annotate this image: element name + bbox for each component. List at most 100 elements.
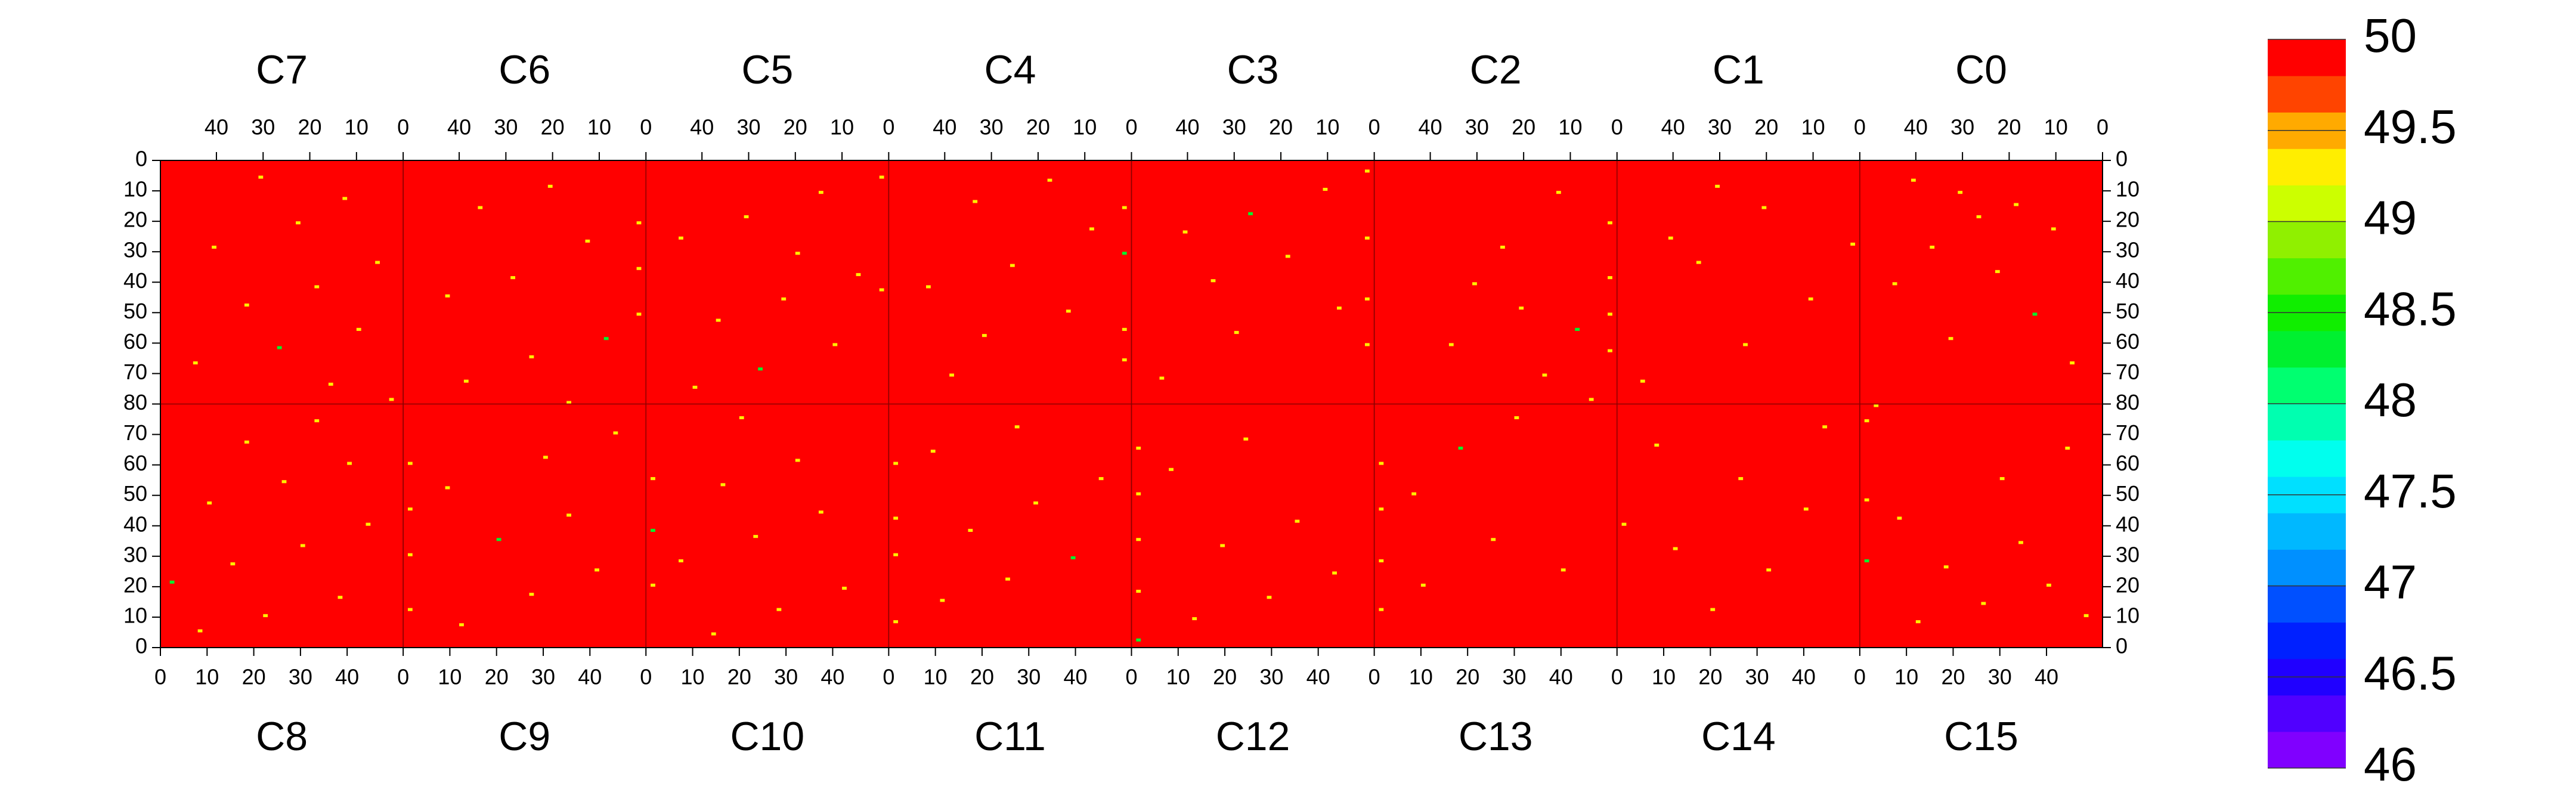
heatmap-cell (296, 221, 301, 225)
heatmap-cell (407, 462, 413, 465)
heatmap-cell (1999, 477, 2005, 481)
heatmap-cell (1608, 312, 1612, 316)
heatmap-cell (510, 276, 516, 280)
heatmap-cell (1696, 261, 1701, 264)
colorbar-level (2268, 367, 2346, 404)
heatmap-cell (585, 239, 590, 243)
x-tick-label: 0 (640, 115, 652, 140)
heatmap-cell (1243, 437, 1249, 441)
colorbar-tick-label: 47 (2364, 556, 2417, 609)
x-tick-label: 0 (154, 665, 166, 689)
heatmap-cell (1379, 462, 1384, 465)
heatmap-cell (281, 480, 287, 484)
x-tick-label: 0 (397, 115, 409, 140)
colorbar-tick-label: 47.5 (2364, 465, 2457, 518)
x-tick-label: 20 (1026, 115, 1050, 140)
heatmap-cell (1608, 221, 1612, 225)
heatmap-cell (720, 483, 726, 487)
heatmap-cell (1136, 638, 1141, 642)
heatmap-cell (1943, 565, 1949, 569)
heatmap-cell (193, 361, 198, 365)
y-tick-label: 50 (2116, 299, 2140, 323)
heatmap-cell (1285, 255, 1290, 258)
heatmap-cell (856, 273, 861, 277)
panel-label: C2 (1470, 47, 1522, 92)
y-tick-label: 60 (123, 329, 147, 354)
colorbar-level (2268, 695, 2346, 732)
y-tick-label: 30 (2116, 542, 2140, 566)
heatmap-cell (603, 337, 609, 340)
x-tick-label: 10 (1166, 665, 1190, 689)
heatmap-cell (356, 327, 361, 331)
heatmap-cell (595, 568, 599, 572)
y-tick-label: 70 (2116, 420, 2140, 445)
x-tick-label: 30 (251, 115, 275, 140)
heatmap-cell (679, 236, 683, 240)
heatmap-cell (244, 440, 249, 444)
x-tick-label: 40 (1549, 665, 1573, 689)
heatmap-cell (1948, 337, 1953, 340)
heatmap-cell (342, 197, 348, 200)
heatmap-cell (679, 559, 683, 563)
colorbar-level (2268, 258, 2346, 295)
heatmap-cell (328, 382, 333, 386)
heatmap-cell (776, 608, 782, 611)
heatmap-cell (940, 599, 945, 602)
heatmap-cell (463, 379, 469, 383)
panel-label: C13 (1459, 714, 1533, 759)
heatmap-cell (818, 510, 823, 514)
x-tick-label: 0 (1854, 665, 1866, 689)
heatmap-cell (258, 175, 264, 179)
heatmap-cell (651, 477, 655, 481)
heatmap-cell (1234, 330, 1239, 335)
x-tick-label: 40 (690, 115, 714, 140)
panel-label: C11 (974, 714, 1046, 759)
heatmap-cell (478, 206, 483, 209)
heatmap-cell (1136, 589, 1141, 593)
x-tick-label: 20 (727, 665, 751, 689)
x-tick-label: 0 (1368, 665, 1380, 689)
heatmap-cell (566, 401, 571, 404)
x-tick-label: 30 (1745, 665, 1769, 689)
colorbar-tick-label: 50 (2364, 9, 2417, 62)
colorbar-level (2268, 185, 2346, 222)
heatmap-cell (1379, 608, 1384, 611)
heatmap-cell (968, 528, 973, 532)
colorbar-level (2268, 622, 2346, 660)
x-tick-label: 20 (1213, 665, 1237, 689)
heatmap-cell (1379, 507, 1384, 511)
heatmap-cell (1220, 544, 1225, 547)
heatmap-cell (1379, 559, 1384, 563)
heatmap-cell (1047, 178, 1052, 182)
x-tick-label: 30 (1988, 665, 2012, 689)
x-tick-label: 20 (1754, 115, 1778, 140)
heatmap-cell (1892, 282, 1897, 286)
heatmap-cell (1010, 264, 1015, 267)
heatmap-cell (1122, 358, 1127, 362)
heatmap-cell (636, 221, 642, 225)
heatmap-cell (2014, 203, 2019, 206)
x-tick-label: 10 (1073, 115, 1097, 140)
heatmap-cell (1122, 327, 1127, 331)
y-tick-label: 0 (135, 147, 147, 171)
y-tick-label: 40 (2116, 268, 2140, 293)
y-tick-label: 10 (2116, 177, 2140, 202)
heatmap-cell (375, 261, 380, 264)
heatmap-cell (1743, 343, 1748, 346)
heatmap-cell (529, 355, 534, 358)
x-tick-label: 0 (1125, 115, 1137, 140)
y-tick-label: 70 (123, 360, 147, 384)
y-tick-label: 20 (2116, 208, 2140, 232)
heatmap-cell (1766, 568, 1772, 572)
heatmap-cell (739, 416, 744, 420)
x-tick-label: 10 (924, 665, 948, 689)
heatmap-cell (1542, 373, 1547, 377)
x-tick-label: 20 (1997, 115, 2021, 140)
colorbar-level (2268, 221, 2346, 259)
heatmap-cell (1267, 596, 1272, 599)
x-tick-label: 20 (1512, 115, 1535, 140)
heatmap-cell (300, 544, 305, 547)
y-tick-label: 0 (2116, 634, 2128, 658)
x-tick-label: 40 (1792, 665, 1816, 689)
x-tick-label: 20 (485, 665, 509, 689)
